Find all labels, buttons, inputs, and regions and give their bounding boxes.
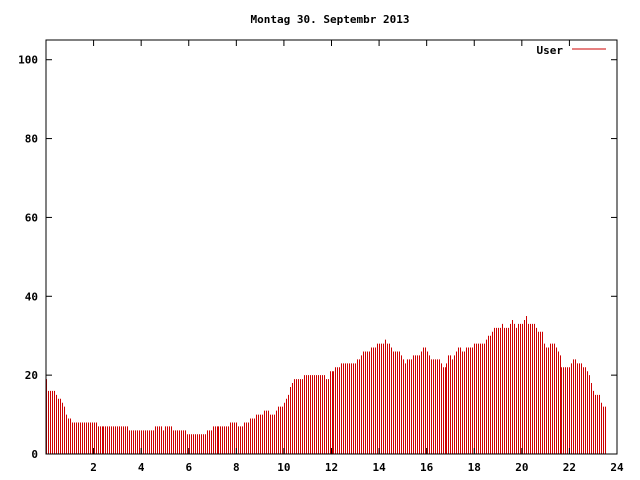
x-tick-label: 2	[90, 461, 97, 474]
y-tick-label: 40	[25, 290, 38, 303]
x-tick-label: 6	[185, 461, 192, 474]
y-tick-label: 80	[25, 133, 38, 146]
y-axis-ticks: 0 20 40 60 80 100	[18, 54, 617, 461]
x-tick-label: 18	[468, 461, 481, 474]
legend: User	[537, 44, 606, 57]
x-tick-label: 16	[420, 461, 434, 474]
x-axis-ticks: 2 4 6 8 10 12 14 16 18 20 22 24	[90, 40, 624, 474]
legend-label: User	[537, 44, 564, 57]
x-tick-label: 14	[372, 461, 386, 474]
x-tick-label: 20	[515, 461, 528, 474]
chart-title: Montag 30. Septembr 2013	[251, 13, 410, 26]
bar-series	[46, 316, 606, 454]
plot-frame	[45, 39, 618, 455]
y-tick-label: 60	[25, 211, 38, 224]
y-tick-label: 100	[18, 54, 38, 67]
x-tick-label: 8	[233, 461, 240, 474]
x-tick-label: 10	[277, 461, 290, 474]
x-tick-label: 22	[563, 461, 576, 474]
x-tick-label: 24	[610, 461, 624, 474]
x-tick-label: 12	[325, 461, 338, 474]
y-tick-label: 20	[25, 369, 38, 382]
y-tick-label: 0	[31, 448, 38, 461]
x-tick-label: 4	[138, 461, 145, 474]
